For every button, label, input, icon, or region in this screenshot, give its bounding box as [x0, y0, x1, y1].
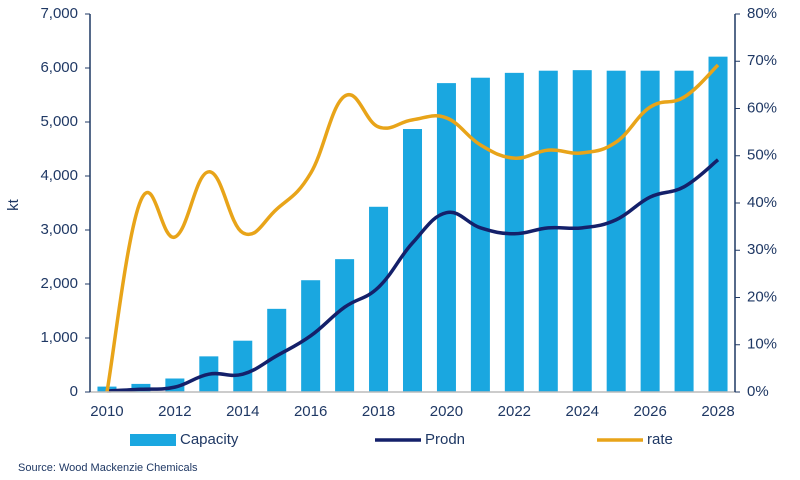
x-tick-label: 2024	[566, 403, 599, 420]
y-tick-label: 4,000	[40, 167, 78, 184]
bar	[369, 206, 389, 392]
legend-label: Capacity	[180, 431, 239, 448]
y-axis-label: kt	[5, 198, 22, 211]
y2-tick-label: 70%	[747, 52, 777, 69]
bar	[335, 259, 355, 392]
bar	[674, 70, 694, 392]
line	[106, 158, 720, 393]
y-tick-label: 5,000	[40, 113, 78, 130]
y-tick-label: 1,000	[40, 329, 78, 346]
x-tick-label: 2018	[362, 403, 395, 420]
legend-swatch	[130, 434, 176, 446]
y-tick-label: 0	[70, 383, 78, 400]
x-tick-label: 2012	[158, 403, 191, 420]
y2-tick-label: 80%	[747, 5, 777, 22]
y2-tick-label: 50%	[747, 147, 777, 164]
y2-tick-label: 0%	[747, 383, 769, 400]
y2-tick-label: 30%	[747, 241, 777, 258]
bar	[470, 77, 490, 392]
y2-tick-label: 10%	[747, 336, 777, 353]
bar	[606, 70, 626, 392]
bar	[538, 70, 558, 392]
bar	[402, 129, 423, 392]
bar	[267, 308, 287, 392]
x-tick-label: 2010	[90, 403, 123, 420]
bar	[233, 340, 253, 392]
source: Source: Wood Mackenzie Chemicals	[18, 462, 198, 474]
x-tick-label: 2020	[430, 403, 463, 420]
bar	[640, 70, 660, 392]
legend-label: rate	[647, 431, 673, 448]
bar	[572, 70, 592, 392]
y-tick-label: 3,000	[40, 221, 78, 238]
legend-label: Prodn	[425, 431, 465, 448]
bar	[436, 83, 456, 393]
y-tick-label: 2,000	[40, 275, 78, 292]
x-tick-label: 2014	[226, 403, 259, 420]
y2-tick-label: 20%	[747, 288, 777, 305]
x-tick-label: 2028	[701, 403, 734, 420]
x-tick-label: 2026	[633, 403, 666, 420]
line	[105, 63, 720, 393]
bar	[708, 56, 728, 392]
y-tick-label: 7,000	[40, 5, 78, 22]
x-tick-label: 2022	[498, 403, 531, 420]
x-tick-label: 2016	[294, 403, 327, 420]
y-tick-label: 6,000	[40, 59, 78, 76]
y2-tick-label: 40%	[747, 194, 777, 211]
y2-tick-label: 60%	[747, 99, 777, 116]
